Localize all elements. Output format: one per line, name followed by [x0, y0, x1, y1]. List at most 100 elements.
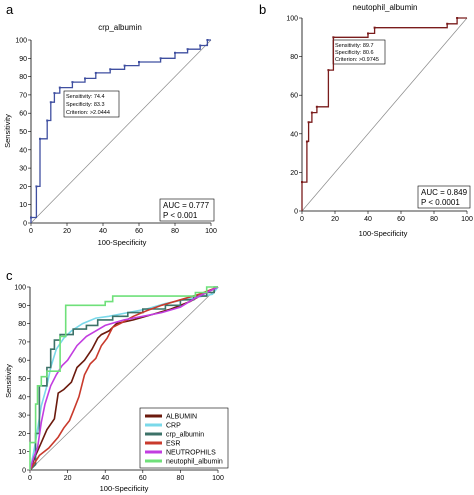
panel-a-ytick-label: 0 — [23, 221, 27, 228]
legend-label-neutophil-albumin: neutophil_albumin — [166, 459, 223, 466]
panel-b-ytick-label: 100 — [286, 16, 298, 23]
panel-b-ytick-label: 60 — [290, 93, 298, 100]
panel-a-ytick-label: 30 — [19, 166, 27, 173]
panel-c-series-neutrophils — [29, 286, 219, 471]
panel-b-roc-point — [367, 32, 369, 35]
panel-c-ytick-label: 0 — [22, 468, 26, 475]
panel-b-sensitivity-note: Sensitivity: 89.7 — [335, 43, 374, 49]
panel-b-roc-point — [310, 111, 313, 114]
panel-b-auc-box: AUC = 0.849 P < 0.0001 — [417, 185, 471, 209]
panel-a-xtick-label: 80 — [171, 228, 179, 235]
panel-a-roc-point — [35, 185, 38, 188]
panel-a-roc-point — [30, 216, 32, 219]
panel-b-roc-point — [332, 36, 335, 39]
panel-b-xtick-label: 20 — [331, 216, 339, 223]
panel-a-roc-point — [159, 57, 162, 60]
panel-a-ytick-label: 100 — [15, 38, 27, 45]
panel-a-sensitivity-note: Sensitivity: 74.4 — [66, 94, 105, 100]
panel-a-xlabel: 100-Specificity — [98, 238, 147, 247]
panel-c-plot: 0 10 20 30 40 50 60 70 80 90 100 0 20 40 60 80 100 — [14, 285, 224, 483]
panel-a-roc-point — [71, 81, 74, 84]
panel-c-diagonal — [29, 286, 219, 471]
panel-b-ytick-label: 0 — [294, 209, 298, 216]
panel-a-series-roc — [30, 39, 211, 223]
panel-a-criterion-box: Sensitivity: 74.4 Specificity: 83.3 Crit… — [63, 90, 120, 118]
panel-a-roc-point — [199, 44, 202, 47]
panel-a-auc: AUC = 0.777 — [163, 201, 210, 210]
panel-a-ytick-label: 10 — [19, 202, 27, 209]
panel-a-roc-point — [39, 137, 41, 140]
panel-a-roc-point — [206, 39, 209, 41]
legend-label-albumin: ALBUMIN — [166, 414, 197, 421]
panel-b-auc: AUC = 0.849 — [421, 188, 468, 197]
panel-a-roc-point — [186, 48, 189, 51]
panel-a-xtick-label: 60 — [135, 228, 143, 235]
panel-c-ytick-label: 20 — [18, 431, 26, 438]
panel-b-roc-point — [307, 121, 310, 124]
panel-a-roc-point — [109, 68, 112, 71]
panel-a-criterion-note: Criterion: >2.0444 — [66, 110, 110, 116]
panel-a-ytick-label: 50 — [19, 129, 27, 136]
panel-b-diagonal — [301, 17, 468, 212]
panel-a-roc-point — [58, 86, 61, 89]
panel-a-pvalue: P < 0.001 — [163, 211, 198, 220]
panel-b-pvalue: P < 0.0001 — [421, 198, 460, 207]
panel-a-plot: 0 10 20 30 40 50 60 70 80 90 100 0 20 40 60 80 100 — [15, 38, 217, 236]
panel-a-ylabel: Sensitivity — [3, 114, 12, 148]
panel-a-ytick-label: 80 — [19, 74, 27, 81]
legend-label-crp: CRP — [166, 423, 181, 430]
panel-b-roc-point — [373, 26, 376, 29]
panel-a-roc-point — [123, 64, 126, 67]
panel-a-ytick-label: 70 — [19, 92, 27, 99]
panel-c-ytick-label: 100 — [14, 285, 26, 292]
panel-b-ytick-label: 80 — [290, 54, 298, 61]
panel-c-series-esr — [29, 286, 219, 471]
panel-b-criterion-note: Criterion: >0.9745 — [335, 57, 379, 63]
panel-b-xlabel: 100-Specificity — [359, 229, 408, 238]
panel-c-xtick-label: 0 — [28, 475, 32, 482]
panel-b-xtick-label: 40 — [364, 216, 372, 223]
panel-b-xtick-label: 0 — [300, 216, 304, 223]
panel-c-xlabel: 100-Specificity — [100, 484, 149, 493]
panel-a-roc-point — [53, 92, 56, 95]
legend-label-neutrophils: NEUTROPHILS — [166, 450, 216, 457]
panel-b-criterion-box: Sensitivity: 89.7 Specificity: 80.6 Crit… — [332, 39, 386, 65]
panel-b-ytick-label: 20 — [290, 170, 298, 177]
panel-a-roc-point — [49, 101, 52, 104]
panel-b-xtick-label: 80 — [430, 216, 438, 223]
panel-c-xtick-label: 60 — [139, 475, 147, 482]
panel-c-legend: ALBUMIN CRP crp_albumin ESR NEUTROPHILS neuto… — [139, 407, 229, 469]
panel-a-ytick-label: 40 — [19, 147, 27, 154]
panel-letter-c: c — [6, 268, 13, 283]
panel-c-ytick-label: 40 — [18, 394, 26, 401]
panel-letter-b: b — [259, 2, 266, 17]
panel-b-roc-point — [301, 181, 303, 184]
panel-a-title: crp_albumin — [98, 23, 142, 32]
panel-b-roc-point — [305, 140, 308, 143]
panel-a-xtick-label: 20 — [63, 228, 71, 235]
panel-c-ytick-label: 50 — [18, 376, 26, 383]
panel-c-xtick-label: 80 — [177, 475, 185, 482]
panel-a-xtick-label: 40 — [99, 228, 107, 235]
panel-a-roc-point — [174, 51, 176, 54]
legend-label-crp-albumin: crp_albumin — [166, 432, 204, 439]
panel-c-series-neutophil-albumin — [29, 286, 218, 470]
panel-c-xtick-label: 20 — [64, 475, 72, 482]
panel-b-ytick-label: 40 — [290, 131, 298, 138]
panel-letter-a: a — [6, 2, 14, 17]
panel-a-specificity-note: Specificity: 83.3 — [66, 102, 105, 108]
panel-b-roc-point — [327, 69, 330, 72]
panel-a-diagonal — [30, 39, 212, 224]
panel-c-ylabel: Sensitivity — [4, 364, 13, 398]
panel-a-roc-point — [138, 60, 140, 63]
panel-a-ytick-label: 60 — [19, 111, 27, 118]
panel-a-roc-point — [46, 119, 49, 122]
panel-c-ytick-label: 90 — [18, 303, 26, 310]
panel-c-ytick-label: 60 — [18, 358, 26, 365]
legend-label-esr: ESR — [166, 441, 180, 448]
panel-c-ytick-label: 10 — [18, 449, 26, 456]
panel-b-roc-point — [315, 105, 318, 108]
panel-c-series-albumin — [29, 286, 219, 471]
panel-c-ytick-label: 80 — [18, 321, 26, 328]
panel-a-xtick-label: 0 — [29, 228, 33, 235]
